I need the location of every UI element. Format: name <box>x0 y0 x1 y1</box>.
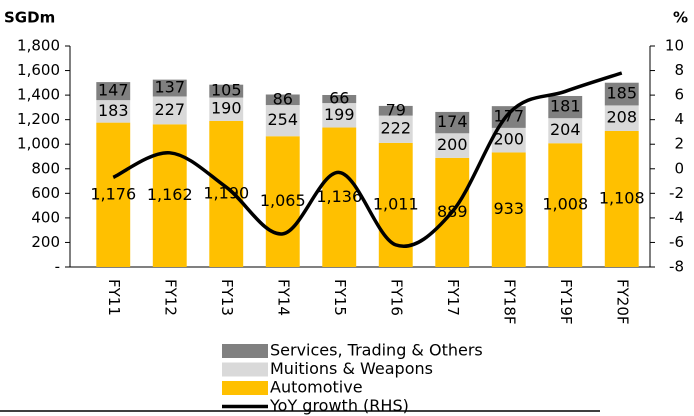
data-label: 1,176 <box>90 184 136 203</box>
data-label: 208 <box>606 108 637 127</box>
x-tick-label: FY18F <box>500 279 518 325</box>
data-label: 199 <box>324 105 355 124</box>
data-label: 1,136 <box>316 187 362 206</box>
legend-swatch <box>222 381 268 395</box>
y-tick-label: - <box>55 258 60 276</box>
data-label: 147 <box>98 81 129 100</box>
data-label: 105 <box>211 81 242 100</box>
x-tick-label: FY20F <box>613 279 631 325</box>
bar-segment <box>322 94 357 104</box>
y2-tick-label: 0 <box>674 159 684 177</box>
bar-segment <box>435 111 470 134</box>
bar-segment <box>96 122 131 267</box>
bar-segment <box>152 96 187 125</box>
x-tick-label: FY19F <box>557 279 575 325</box>
y-tick-label: 200 <box>31 233 60 251</box>
y-tick-label: 1,000 <box>17 135 60 153</box>
data-label: 227 <box>154 100 185 119</box>
bar-segment <box>322 103 357 128</box>
data-label: 183 <box>98 101 129 120</box>
legend-label: Muitions & Weapons <box>270 359 433 378</box>
data-label: 1,065 <box>260 191 306 210</box>
data-label: 254 <box>267 110 298 129</box>
bar-segment <box>209 120 244 268</box>
y2-tick-label: 8 <box>674 61 684 79</box>
bar-segment <box>548 95 583 119</box>
data-label: 1,011 <box>373 194 419 213</box>
bar-segment <box>435 133 470 158</box>
legend-swatch <box>222 344 268 358</box>
y-tick-label: 400 <box>31 208 60 226</box>
y-tick-label: 600 <box>31 184 60 202</box>
y2-tick-label: 6 <box>674 86 684 104</box>
bar-segment <box>152 124 187 268</box>
y-axis-title: SGDm <box>4 9 55 27</box>
y-tick-label: 1,200 <box>17 110 60 128</box>
data-label: 174 <box>437 112 468 131</box>
y2-tick-label: 10 <box>665 37 684 55</box>
data-label: 181 <box>550 97 581 116</box>
y2-tick-label: -6 <box>669 233 684 251</box>
bar-segment <box>265 105 300 137</box>
data-label: 137 <box>154 78 185 97</box>
data-label: 79 <box>386 100 406 119</box>
data-label: 200 <box>437 135 468 154</box>
y2-tick-label: 2 <box>674 135 684 153</box>
legend-label: Services, Trading & Others <box>270 341 483 360</box>
bar-segment <box>265 136 300 267</box>
data-label: 190 <box>211 99 242 118</box>
y2-tick-label: -8 <box>669 258 684 276</box>
bar-segment <box>209 97 244 121</box>
bar-segment <box>604 82 639 106</box>
legend-label: YoY growth (RHS) <box>269 396 409 415</box>
x-tick-label: FY16 <box>387 279 405 316</box>
bar-segment <box>209 84 244 98</box>
data-label: 204 <box>550 120 581 139</box>
x-tick-label: FY14 <box>274 279 292 316</box>
data-label: 200 <box>493 130 524 149</box>
bar-segment <box>96 100 131 123</box>
line-series <box>112 71 623 248</box>
x-tick-label: FY12 <box>161 279 179 316</box>
bar-segment <box>491 152 526 267</box>
bar-segment <box>96 82 131 101</box>
y2-tick-label: 4 <box>674 110 684 128</box>
x-tick-label: FY15 <box>331 279 349 316</box>
bar-segment <box>378 115 413 143</box>
data-label: 1,108 <box>599 188 645 207</box>
legend-label: Automotive <box>270 378 363 397</box>
y-tick-label: 1,400 <box>17 86 60 104</box>
y2-tick-label: -4 <box>669 208 684 226</box>
x-tick-label: FY13 <box>218 279 236 316</box>
y2-axis-title: % <box>673 9 688 27</box>
bar-segment <box>322 127 357 267</box>
x-tick-label: FY11 <box>105 279 123 316</box>
y-tick-label: 1,600 <box>17 61 60 79</box>
y-tick-label: 800 <box>31 159 60 177</box>
bar-segment <box>604 105 639 131</box>
data-label: 1,162 <box>147 185 193 204</box>
bar-segment <box>548 143 583 267</box>
x-tick-label: FY17 <box>444 279 462 316</box>
data-label: 66 <box>329 89 349 108</box>
bar-segment <box>152 79 187 97</box>
bar-segment <box>604 130 639 267</box>
legend-swatch <box>222 362 268 377</box>
y-tick-label: 1,800 <box>17 37 60 55</box>
data-label: 933 <box>493 199 524 218</box>
y2-tick-label: -2 <box>669 184 684 202</box>
bar-segment <box>378 105 413 116</box>
data-label: 185 <box>606 84 637 103</box>
data-label: 222 <box>380 119 411 138</box>
data-label: 1,008 <box>542 195 588 214</box>
bar-segment <box>265 94 300 106</box>
bar-segment <box>548 118 583 144</box>
data-label: 86 <box>273 89 293 108</box>
